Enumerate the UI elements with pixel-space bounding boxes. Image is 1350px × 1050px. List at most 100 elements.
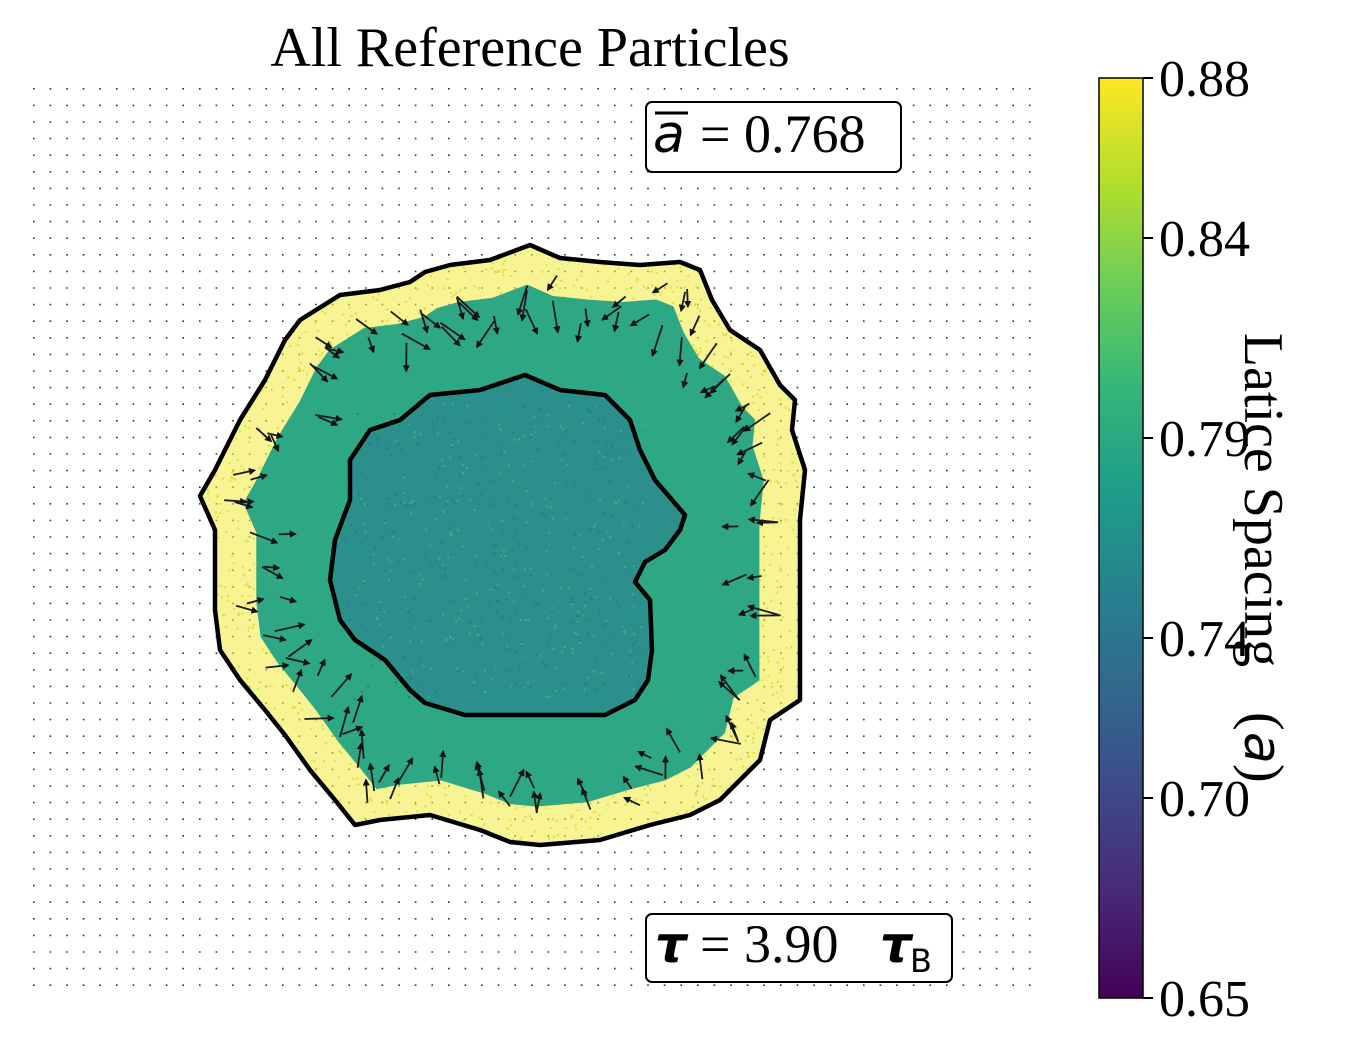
displacement-arrow bbox=[709, 735, 741, 745]
displacement-arrow bbox=[292, 668, 303, 693]
colorbar-label-text: Latice Spacing bbox=[1232, 333, 1294, 667]
displacement-arrow bbox=[516, 285, 529, 316]
displacement-arrow bbox=[304, 714, 335, 722]
displacement-arrow bbox=[525, 770, 536, 789]
displacement-arrow bbox=[249, 531, 279, 545]
displacement-arrow bbox=[735, 405, 747, 424]
a-bar-symbol: a bbox=[653, 105, 685, 165]
displacement-arrow bbox=[315, 336, 333, 349]
displacement-arrow bbox=[583, 308, 591, 328]
displacement-arrow bbox=[734, 402, 750, 412]
particle-cluster bbox=[197, 242, 808, 848]
chart-title: All Reference Particles bbox=[270, 17, 789, 79]
colorbar-tick-label: 0.74 bbox=[1159, 611, 1250, 668]
displacement-arrow bbox=[729, 721, 740, 743]
displacement-arrow bbox=[285, 657, 311, 666]
displacement-arrow bbox=[678, 291, 687, 313]
displacement-arrow bbox=[355, 318, 378, 335]
displacement-arrow bbox=[736, 441, 763, 456]
displacement-arrow bbox=[650, 325, 664, 357]
colorbar-strip bbox=[1098, 77, 1144, 999]
displacement-arrow bbox=[246, 597, 265, 605]
displacement-arrow bbox=[270, 434, 280, 453]
displacement-arrow bbox=[689, 315, 701, 337]
colorbar-tick-label: 0.65 bbox=[1159, 971, 1250, 1028]
displacement-arrow bbox=[746, 573, 762, 581]
displacement-arrow bbox=[390, 310, 409, 326]
displacement-arrow bbox=[362, 778, 370, 803]
displacement-arrow bbox=[367, 337, 375, 354]
displacement-arrow bbox=[316, 658, 326, 676]
annotation-box bbox=[645, 101, 902, 173]
displacement-arrow bbox=[629, 313, 650, 327]
displacement-arrow bbox=[288, 639, 313, 658]
displacement-arrow bbox=[651, 282, 668, 294]
mean-spacing-value: = 0.768 bbox=[700, 104, 865, 164]
colorbar-tick-label: 0.84 bbox=[1159, 211, 1250, 268]
tau-b-subscript: B bbox=[910, 942, 932, 980]
displacement-arrow bbox=[681, 372, 689, 389]
displacement-arrow bbox=[265, 662, 290, 670]
displacement-arrow bbox=[575, 323, 583, 343]
displacement-arrow bbox=[696, 753, 704, 780]
displacement-arrow bbox=[401, 332, 431, 350]
displacement-arrow bbox=[267, 431, 284, 439]
displacement-arrow bbox=[317, 415, 339, 426]
displacement-arrow bbox=[250, 473, 268, 481]
displacement-arrow bbox=[576, 777, 588, 797]
displacement-arrow bbox=[315, 414, 343, 422]
colorbar-tick-label: 0.79 bbox=[1159, 411, 1250, 468]
displacement-arrow bbox=[737, 448, 748, 466]
displacement-arrow bbox=[233, 467, 257, 476]
displacement-arrow bbox=[419, 309, 429, 334]
displacement-arrow bbox=[352, 694, 364, 723]
outer-boundary-contour bbox=[197, 242, 808, 848]
displacement-arrow bbox=[456, 300, 479, 322]
displacement-arrow bbox=[263, 634, 288, 643]
inner-boundary-contour bbox=[327, 372, 688, 718]
colorbar: 0.88 0.84 0.79 0.74 0.70 0.65 Latice Spacing … bbox=[1098, 51, 1294, 1028]
displacement-arrow bbox=[439, 749, 447, 779]
displacement-arrow bbox=[704, 378, 725, 399]
displacement-arrow bbox=[666, 727, 681, 753]
mean-spacing-annotation: a = 0.768 bbox=[645, 101, 902, 173]
displacement-arrow bbox=[339, 706, 351, 738]
displacement-arrow bbox=[746, 604, 779, 616]
displacement-arrow bbox=[726, 426, 745, 444]
displacement-arrow bbox=[274, 622, 306, 632]
displacement-arrow bbox=[719, 674, 740, 700]
displacement-arrow bbox=[325, 347, 345, 355]
displacement-arrow bbox=[684, 288, 692, 309]
displacement-arrow bbox=[234, 501, 254, 510]
displacement-arrow bbox=[737, 608, 755, 616]
displacement-arrow bbox=[261, 566, 284, 580]
displacement-arrow bbox=[747, 472, 767, 482]
displacement-arrow bbox=[698, 342, 718, 370]
displacement-arrow bbox=[367, 762, 376, 792]
displacement-arrow bbox=[492, 315, 500, 335]
displacement-arrow bbox=[721, 573, 747, 586]
displacement-arrow bbox=[623, 796, 641, 807]
displacement-arrow bbox=[676, 337, 684, 367]
annotation-box bbox=[645, 913, 953, 983]
displacement-arrow bbox=[601, 305, 622, 321]
displacement-arrow bbox=[497, 790, 511, 807]
time-annotation: τ = 3.90 τ B bbox=[645, 913, 953, 983]
colorbar-tick-label: 0.70 bbox=[1159, 771, 1250, 828]
colorbar-label-close-paren: ) bbox=[1232, 764, 1294, 783]
displacement-arrow bbox=[330, 673, 353, 698]
displacement-arrow bbox=[378, 763, 390, 783]
time-value: = 3.90 bbox=[700, 914, 838, 974]
colorbar-label-open-paren: ( bbox=[1232, 712, 1294, 731]
displacement-arrow bbox=[397, 757, 414, 783]
displacement-arrow bbox=[389, 776, 400, 800]
displacement-arrow bbox=[356, 742, 364, 768]
displacement-arrow bbox=[324, 346, 341, 359]
colorbar-label: Latice Spacing ( a ) bbox=[1232, 333, 1294, 783]
displacement-arrow bbox=[634, 764, 664, 776]
displacement-arrow bbox=[475, 320, 495, 349]
displacement-arrow bbox=[279, 595, 298, 604]
displacement-arrow bbox=[743, 412, 771, 432]
displacement-arrow bbox=[312, 365, 339, 380]
displacement-arrow bbox=[743, 653, 757, 678]
